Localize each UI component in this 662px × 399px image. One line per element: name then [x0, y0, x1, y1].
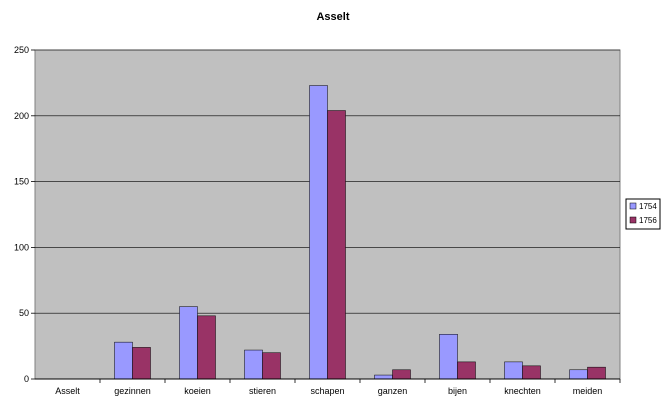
x-tick-label: knechten [504, 386, 541, 396]
x-tick-label: ganzen [378, 386, 408, 396]
legend-label-1756: 1756 [639, 216, 657, 225]
y-tick-label: 0 [24, 374, 29, 384]
x-tick-label: Asselt [55, 386, 80, 396]
x-tick-label: stieren [249, 386, 276, 396]
x-tick-label: meiden [573, 386, 603, 396]
bar-1756-knechten [522, 365, 541, 380]
bar-1754-knechten [504, 361, 523, 380]
bar-1754-gezinnen [114, 341, 133, 380]
bar-1756-stieren [262, 352, 281, 380]
bar-1756-ganzen [392, 369, 411, 380]
y-tick-label: 150 [14, 177, 29, 187]
y-tick-label: 200 [14, 111, 29, 121]
legend-swatch-1754 [629, 202, 637, 210]
bar-1754-schapen [309, 85, 328, 380]
x-tick-label: koeien [184, 386, 211, 396]
legend: 1754 1756 [625, 198, 661, 230]
x-tick-label: gezinnen [114, 386, 151, 396]
x-axis: Asselt gezinnen koeien stieren schapen ganzen… [35, 378, 621, 396]
x-tick-label: bijen [448, 386, 467, 396]
bar-1756-meiden [587, 366, 606, 380]
y-tick-label: 50 [19, 308, 29, 318]
chart-title: Asselt [316, 11, 349, 23]
bar-1754-ganzen [374, 374, 393, 380]
bar-1754-koeien [179, 306, 198, 380]
bar-1754-bijen [439, 334, 458, 380]
bar-1756-koeien [197, 315, 216, 380]
legend-label-1754: 1754 [639, 202, 657, 211]
bar-1756-schapen [327, 110, 346, 380]
legend-swatch-1756 [629, 216, 637, 224]
y-tick-label: 100 [14, 242, 29, 252]
bar-1754-stieren [244, 349, 263, 380]
bars [114, 85, 606, 380]
bar-1756-gezinnen [132, 347, 151, 380]
x-tick-label: schapen [310, 386, 344, 396]
bar-1756-bijen [457, 361, 476, 380]
y-axis: 0 50 100 150 200 250 [14, 45, 35, 384]
bar-1754-meiden [569, 369, 588, 380]
y-tick-label: 250 [14, 45, 29, 55]
